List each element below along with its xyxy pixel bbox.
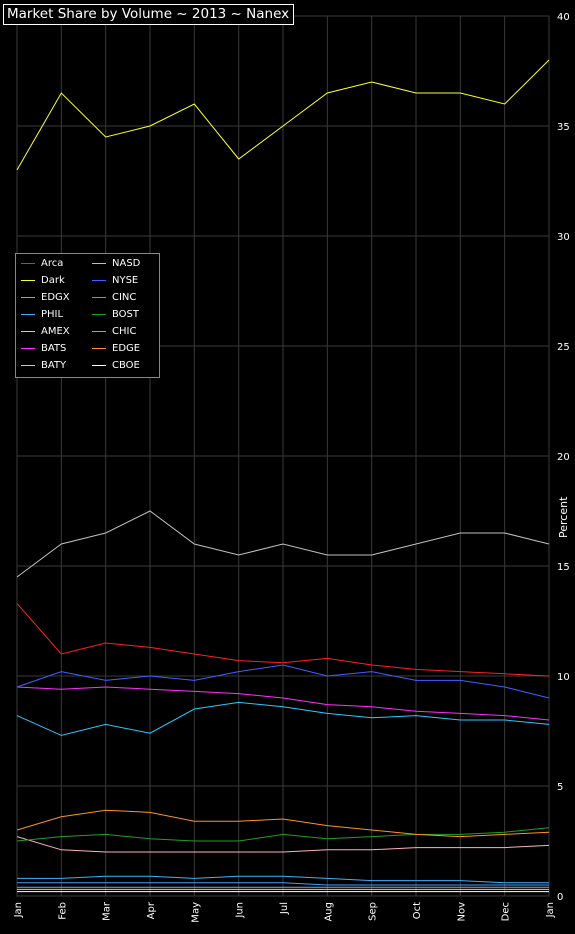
legend-item-nasd: NASD (92, 258, 140, 270)
legend-item-edge: EDGE (92, 343, 140, 355)
legend-swatch (21, 347, 35, 349)
legend-swatch (21, 364, 35, 366)
series-line-arca (16, 603, 550, 677)
legend-item-edgx: EDGX (21, 292, 70, 304)
y-tick-label: 5 (557, 782, 563, 793)
legend-label: Dark (41, 275, 65, 286)
x-tick-label: Aug (323, 902, 334, 922)
x-tick-label: May (190, 902, 201, 923)
legend-item-nyse: NYSE (92, 275, 138, 287)
series-line-edgx (16, 701, 550, 736)
legend-item-chic: CHIC (92, 326, 136, 338)
legend-item-dark: Dark (21, 275, 65, 287)
legend-swatch (21, 330, 35, 332)
legend-swatch (92, 330, 106, 332)
legend-swatch (21, 262, 35, 264)
series-line-nasd (16, 510, 550, 578)
legend-label: CBOE (112, 360, 140, 371)
legend-label: NYSE (112, 275, 139, 286)
legend-swatch (92, 262, 106, 264)
legend-swatch (92, 296, 106, 298)
x-tick-label: Jun (235, 902, 246, 919)
legend-label: EDGX (41, 292, 70, 303)
legend-label: AMEX (41, 326, 70, 337)
x-tick-label: Dec (501, 902, 512, 921)
legend-label: BATY (41, 360, 67, 371)
legend-label: EDGE (112, 343, 141, 354)
x-tick-label: Oct (412, 902, 423, 919)
legend-swatch (21, 279, 35, 281)
legend-label: BATS (41, 343, 67, 354)
series-line-phil (17, 875, 549, 884)
x-tick-label: Feb (57, 902, 68, 920)
y-tick-label: 25 (557, 342, 570, 353)
y-axis-label: Percent (557, 496, 570, 538)
y-tick-label: 40 (557, 12, 570, 23)
legend-label: CINC (112, 292, 137, 303)
legend-label: NASD (112, 258, 141, 269)
legend-item-arca: Arca (21, 258, 63, 270)
legend-label: PHIL (41, 309, 64, 320)
series-line-dark (16, 59, 550, 171)
legend-swatch (92, 347, 106, 349)
y-tick-label: 10 (557, 672, 570, 683)
legend-swatch (21, 296, 35, 298)
series-line-cinc (17, 882, 549, 886)
legend-label: BOST (112, 309, 140, 320)
legend-item-bost: BOST (92, 309, 139, 321)
series-line-baty (16, 836, 550, 853)
chart-series (16, 59, 550, 893)
x-tick-label: Jan (13, 902, 24, 918)
legend-swatch (21, 313, 35, 315)
series-line-edge (16, 809, 550, 838)
legend-item-cinc: CINC (92, 292, 136, 304)
legend-item-bats: BATS (21, 343, 66, 355)
y-tick-label: 35 (557, 122, 570, 133)
y-axis-ticks: 0 5 10 15 20 25 30 35 40 (557, 12, 570, 903)
legend-label: Arca (41, 258, 64, 269)
series-line-nyse (16, 664, 550, 699)
legend-label: CHIC (112, 326, 137, 337)
y-tick-label: 20 (557, 452, 570, 463)
legend-swatch (92, 279, 106, 281)
legend-item-amex: AMEX (21, 326, 70, 338)
y-tick-label: 0 (557, 892, 563, 903)
x-tick-label: Mar (102, 901, 113, 921)
x-axis-ticks: Jan Feb Mar Apr May Jun Jul Aug Sep Oct Nov Dec Jan (13, 901, 556, 923)
legend-swatch (92, 364, 106, 366)
y-tick-label: 15 (557, 562, 570, 573)
x-tick-label: Nov (456, 902, 467, 922)
x-tick-label: Jan (545, 902, 556, 918)
legend-item-cboe: CBOE (92, 360, 140, 372)
chart-grid (16, 15, 550, 897)
x-tick-label: Sep (368, 902, 379, 921)
series-line-bost (16, 827, 550, 842)
legend-swatch (92, 313, 106, 315)
x-tick-label: Jul (279, 902, 290, 915)
legend-item-baty: BATY (21, 360, 66, 372)
legend: Arca Dark EDGX PHIL AMEX BATS BATY NASD NYSE CINC… (15, 253, 160, 378)
chart-title: Market Share by Volume ~ 2013 ~ Nanex (3, 4, 295, 25)
x-tick-label: Apr (146, 901, 157, 919)
legend-item-phil: PHIL (21, 309, 63, 321)
y-tick-label: 30 (557, 232, 570, 243)
series-line-bats (16, 686, 550, 721)
